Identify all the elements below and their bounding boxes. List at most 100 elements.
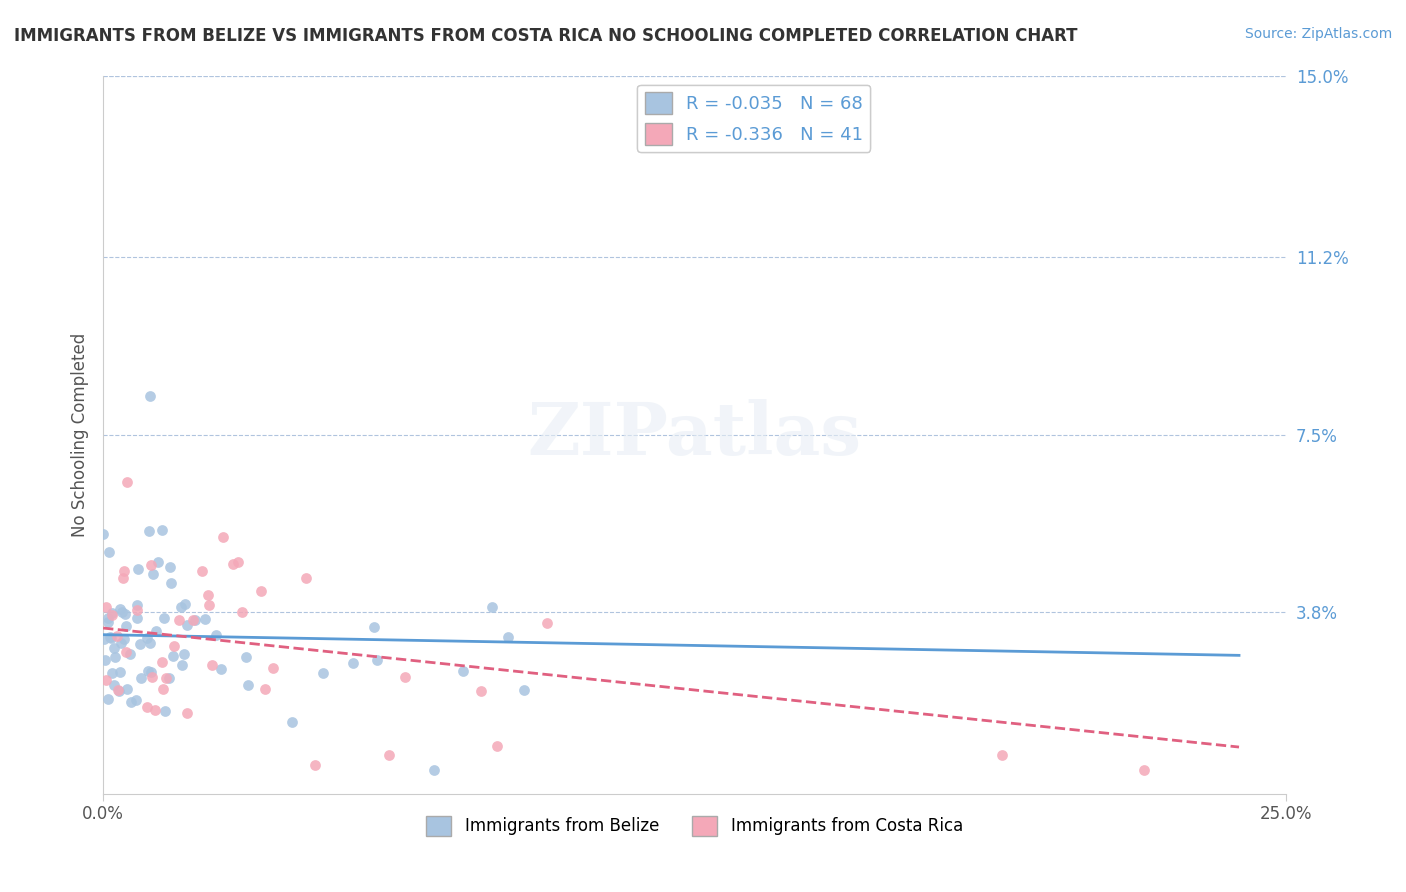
Point <box>152 524 174 538</box>
Point <box>194 612 217 626</box>
Point <box>513 682 536 697</box>
Point <box>235 649 257 664</box>
Point <box>212 530 235 544</box>
Point <box>222 557 245 571</box>
Point <box>157 671 180 685</box>
Point <box>172 657 194 672</box>
Point <box>173 597 195 611</box>
Point <box>470 684 492 698</box>
Point <box>94 652 117 666</box>
Point <box>250 584 273 599</box>
Point <box>138 524 160 538</box>
Point <box>108 602 131 616</box>
Point <box>93 632 115 647</box>
Point <box>94 673 117 688</box>
Point <box>991 748 1014 763</box>
Point <box>105 629 128 643</box>
Point <box>281 714 304 729</box>
Point <box>103 640 125 655</box>
Point <box>110 636 132 650</box>
Point <box>146 555 169 569</box>
Point <box>181 613 204 627</box>
Point <box>394 670 416 684</box>
Point <box>205 628 228 642</box>
Point <box>127 562 149 576</box>
Point <box>135 631 157 645</box>
Point <box>120 647 142 661</box>
Point <box>101 607 124 622</box>
Point <box>127 610 149 624</box>
Point <box>377 747 399 762</box>
Point <box>115 682 138 697</box>
Point <box>143 703 166 717</box>
Legend: R = -0.035   N = 68, R = -0.336   N = 41: R = -0.035 N = 68, R = -0.336 N = 41 <box>637 85 870 152</box>
Point <box>536 616 558 631</box>
Point <box>115 619 138 633</box>
Point <box>184 613 207 627</box>
Point <box>125 693 148 707</box>
Point <box>139 389 162 403</box>
Point <box>111 571 134 585</box>
Point <box>91 527 114 541</box>
Point <box>209 662 232 676</box>
Point <box>200 657 222 672</box>
Point <box>169 613 191 627</box>
Point <box>159 560 181 574</box>
Point <box>253 681 276 696</box>
Point <box>129 672 152 686</box>
Point <box>231 605 253 619</box>
Point <box>136 665 159 679</box>
Point <box>1133 763 1156 777</box>
Point <box>155 671 177 685</box>
Point <box>169 599 191 614</box>
Point <box>127 599 149 613</box>
Point <box>114 645 136 659</box>
Point <box>150 655 173 669</box>
Point <box>96 611 118 625</box>
Point <box>159 576 181 591</box>
Point <box>108 665 131 680</box>
Point <box>100 630 122 644</box>
Text: IMMIGRANTS FROM BELIZE VS IMMIGRANTS FROM COSTA RICA NO SCHOOLING COMPLETED CORR: IMMIGRANTS FROM BELIZE VS IMMIGRANTS FRO… <box>14 27 1077 45</box>
Point <box>125 603 148 617</box>
Point <box>100 632 122 646</box>
Point <box>176 706 198 720</box>
Point <box>363 619 385 633</box>
Point <box>101 606 124 620</box>
Point <box>97 615 120 629</box>
Point <box>191 564 214 578</box>
Point <box>97 545 120 559</box>
Point <box>238 678 260 692</box>
Point <box>107 683 129 698</box>
Point <box>342 657 364 671</box>
Point <box>152 681 174 696</box>
Point <box>451 665 474 679</box>
Text: ZIPatlas: ZIPatlas <box>527 399 862 470</box>
Point <box>173 647 195 661</box>
Point <box>100 665 122 680</box>
Point <box>120 695 142 709</box>
Point <box>163 639 186 653</box>
Point <box>226 555 249 569</box>
Point <box>141 670 163 684</box>
Y-axis label: No Schooling Completed: No Schooling Completed <box>72 333 89 537</box>
Point <box>104 650 127 665</box>
Point <box>129 637 152 651</box>
Point <box>108 683 131 698</box>
Point <box>97 692 120 706</box>
Point <box>496 631 519 645</box>
Point <box>295 571 318 585</box>
Point <box>312 665 335 680</box>
Point <box>94 600 117 615</box>
Point <box>262 660 284 674</box>
Point <box>366 653 388 667</box>
Point <box>114 607 136 622</box>
Point <box>141 558 163 572</box>
Point <box>198 598 221 612</box>
Point <box>152 610 174 624</box>
Point <box>112 632 135 646</box>
Point <box>485 739 508 753</box>
Point <box>155 704 177 718</box>
Point <box>197 588 219 602</box>
Point <box>138 636 160 650</box>
